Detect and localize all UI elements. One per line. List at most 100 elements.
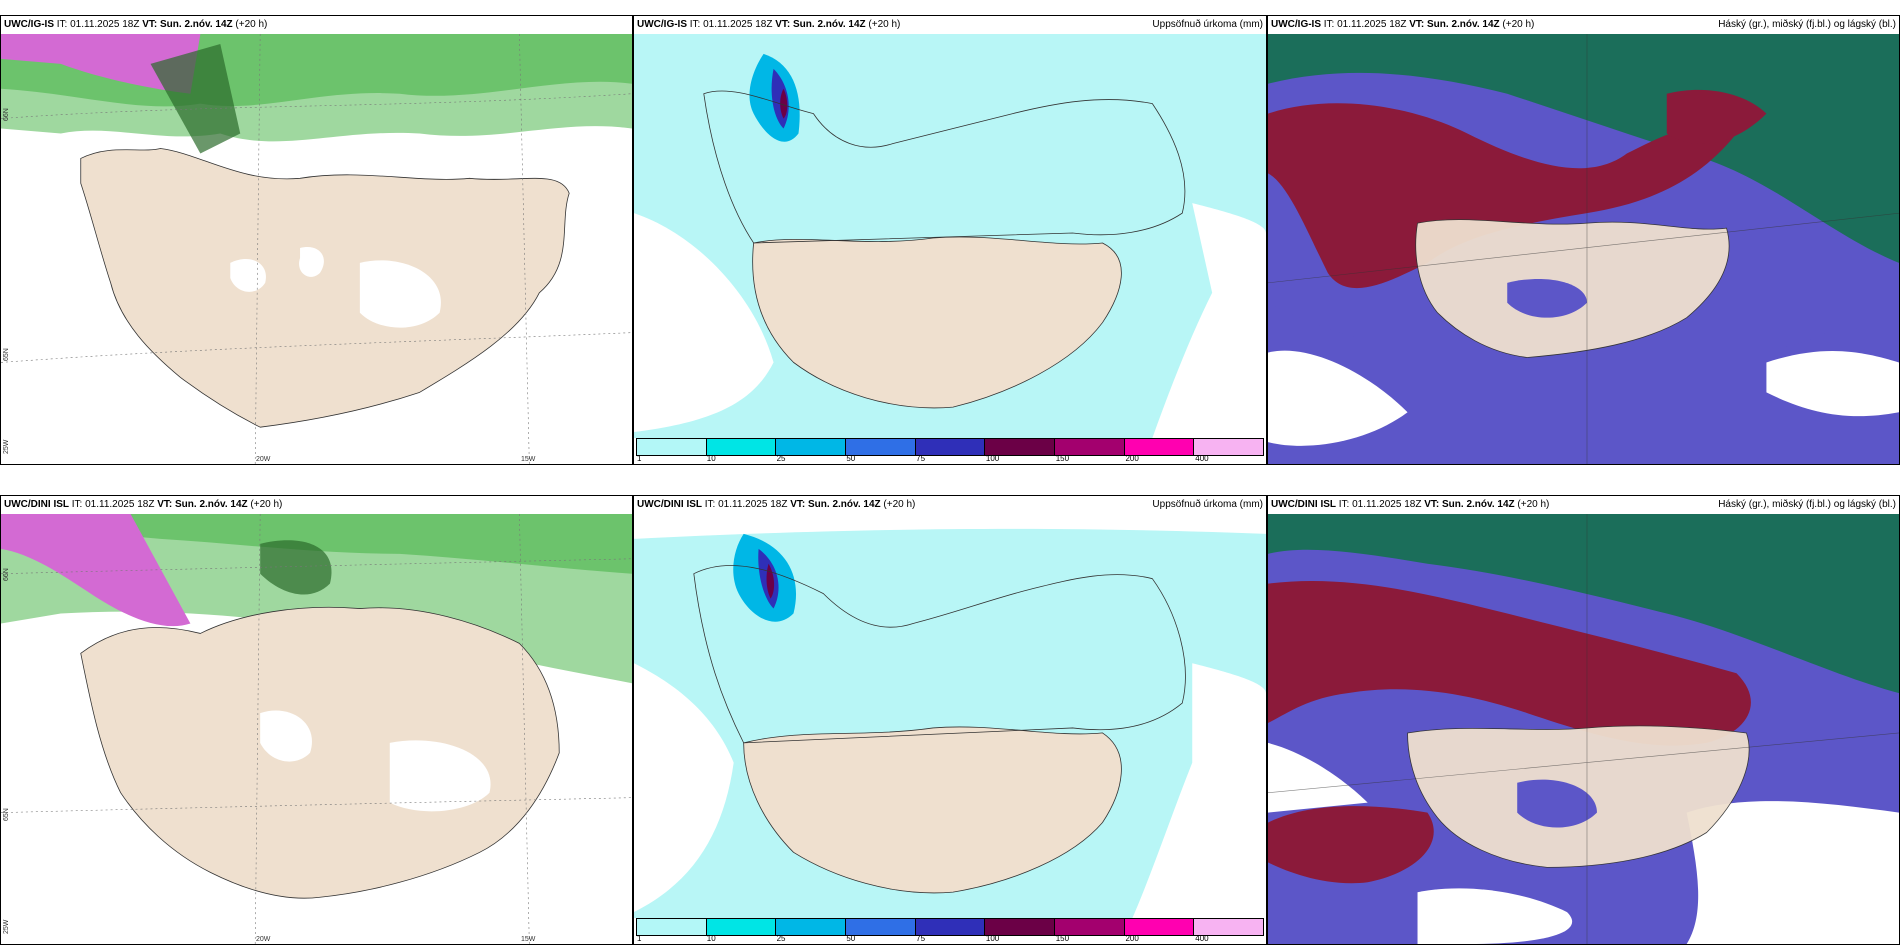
lat-label-top: 66N: [3, 568, 10, 581]
lon-label-mid: 20W: [256, 936, 271, 943]
colorbar-label: 100: [985, 454, 1000, 463]
valid-label: VT:: [790, 499, 806, 510]
lon-label-right: 15W: [521, 936, 536, 943]
init-time: 01.11.2025 18Z: [1337, 19, 1407, 30]
colorbar-label: 1: [637, 934, 642, 943]
init-time: 01.11.2025 18Z: [70, 19, 140, 30]
model-name: UWC/IG-IS: [4, 19, 54, 30]
colorbar-labels: 1 10 25 50 75 100 150 200 400: [636, 454, 1264, 464]
colorbar-label: 150: [1055, 454, 1070, 463]
panel-precip-row2: UWC/DINI ISL IT: 01.11.2025 18Z VT: Sun.…: [633, 495, 1267, 945]
init-time: 01.11.2025 18Z: [718, 499, 788, 510]
lead-time: (+20 h): [1517, 499, 1550, 510]
colorbar-swatch: [846, 439, 916, 455]
colorbar-swatches: [636, 438, 1264, 456]
panel-header: UWC/IG-IS IT: 01.11.2025 18Z VT: Sun. 2.…: [1, 16, 632, 34]
model-name: UWC/DINI ISL: [637, 499, 702, 510]
cloud-map: [1268, 514, 1899, 944]
lead-time: (+20 h): [235, 19, 268, 30]
colorbar-label: 25: [776, 454, 786, 463]
valid-time: Sun. 2.nóv. 14Z: [160, 19, 233, 30]
init-label: IT:: [1323, 19, 1335, 30]
colorbar-swatch: [1194, 919, 1264, 935]
wind-map: [1, 34, 632, 464]
panel-cloud-row1: UWC/IG-IS IT: 01.11.2025 18Z VT: Sun. 2.…: [1267, 15, 1900, 465]
valid-label: VT:: [142, 19, 158, 30]
lat-label-mid: 65N: [3, 348, 10, 361]
valid-label: VT:: [157, 499, 173, 510]
model-name: UWC/IG-IS: [1271, 19, 1321, 30]
colorbar-swatch: [985, 919, 1056, 935]
cloud-title: Háský (gr.), miðský (fj.bl.) og lágský (…: [1718, 499, 1896, 510]
colorbar-swatch: [776, 439, 847, 455]
colorbar-swatch: [637, 919, 707, 935]
colorbar-label: 400: [1195, 454, 1209, 463]
panel-wind-row2: UWC/DINI ISL IT: 01.11.2025 18Z VT: Sun.…: [0, 495, 633, 945]
colorbar-swatch: [846, 919, 916, 935]
wind-map: [1, 514, 632, 944]
colorbar-label: 10: [706, 934, 716, 943]
colorbar-label: 400: [1195, 934, 1209, 943]
colorbar-label: 75: [916, 934, 926, 943]
panel-cloud-row2: UWC/DINI ISL IT: 01.11.2025 18Z VT: Sun.…: [1267, 495, 1900, 945]
precip-map: [634, 34, 1266, 438]
lat-label-mid: 65N: [3, 808, 10, 821]
colorbar-swatch: [1124, 439, 1195, 455]
colorbar-label: 25: [776, 934, 786, 943]
valid-time: Sun. 2.nóv. 14Z: [1427, 19, 1500, 30]
colorbar-label: 50: [846, 934, 856, 943]
init-time: 01.11.2025 18Z: [703, 19, 773, 30]
lon-label-right: 15W: [521, 456, 536, 463]
colorbar-label: 200: [1125, 934, 1139, 943]
panel-header: UWC/IG-IS IT: 01.11.2025 18Z VT: Sun. 2.…: [1268, 16, 1899, 34]
valid-time: Sun. 2.nóv. 14Z: [1442, 499, 1515, 510]
lead-time: (+20 h): [1502, 19, 1535, 30]
colorbar-label: 200: [1125, 454, 1139, 463]
lon-label-left: 25W: [3, 919, 10, 934]
precip-colorbar: 1 10 25 50 75 100 150 200 400: [634, 438, 1266, 464]
model-name: UWC/IG-IS: [637, 19, 687, 30]
colorbar-swatch: [915, 919, 986, 935]
init-label: IT:: [71, 499, 83, 510]
colorbar-label: 1: [637, 454, 642, 463]
valid-label: VT:: [775, 19, 791, 30]
panel-header: UWC/DINI ISL IT: 01.11.2025 18Z VT: Sun.…: [1, 496, 632, 514]
precip-title: Uppsöfnuð úrkoma (mm): [1152, 19, 1263, 30]
colorbar-swatch: [985, 439, 1056, 455]
colorbar-swatches: [636, 918, 1264, 936]
precip-colorbar: 1 10 25 50 75 100 150 200 400: [634, 918, 1266, 944]
valid-time: Sun. 2.nóv. 14Z: [175, 499, 248, 510]
colorbar-swatch: [706, 919, 777, 935]
lat-label-top: 66N: [3, 108, 10, 121]
precip-title: Uppsöfnuð úrkoma (mm): [1152, 499, 1263, 510]
panel-precip-row1: UWC/IG-IS IT: 01.11.2025 18Z VT: Sun. 2.…: [633, 15, 1267, 465]
colorbar-label: 50: [846, 454, 856, 463]
colorbar-swatch: [1124, 919, 1195, 935]
valid-label: VT:: [1409, 19, 1425, 30]
cloud-title: Háský (gr.), miðský (fj.bl.) og lágský (…: [1718, 19, 1896, 30]
colorbar-label: 150: [1055, 934, 1070, 943]
init-label: IT:: [704, 499, 716, 510]
precip-map: [634, 514, 1266, 918]
init-label: IT:: [56, 19, 68, 30]
colorbar-swatch: [1194, 439, 1264, 455]
lead-time: (+20 h): [250, 499, 283, 510]
panel-header: UWC/IG-IS IT: 01.11.2025 18Z VT: Sun. 2.…: [634, 16, 1266, 34]
lon-label-mid: 20W: [256, 456, 271, 463]
valid-time: Sun. 2.nóv. 14Z: [808, 499, 881, 510]
valid-time: Sun. 2.nóv. 14Z: [793, 19, 866, 30]
colorbar-label: 10: [706, 454, 716, 463]
init-label: IT:: [689, 19, 701, 30]
init-time: 01.11.2025 18Z: [1352, 499, 1422, 510]
colorbar-swatch: [637, 439, 707, 455]
lead-time: (+20 h): [868, 19, 901, 30]
colorbar-swatch: [1055, 919, 1125, 935]
panel-wind-row1: UWC/IG-IS IT: 01.11.2025 18Z VT: Sun. 2.…: [0, 15, 633, 465]
colorbar-swatch: [915, 439, 986, 455]
init-time: 01.11.2025 18Z: [85, 499, 155, 510]
colorbar-swatch: [776, 919, 847, 935]
colorbar-swatch: [706, 439, 777, 455]
panel-header: UWC/DINI ISL IT: 01.11.2025 18Z VT: Sun.…: [1268, 496, 1899, 514]
colorbar-label: 100: [985, 934, 1000, 943]
colorbar-label: 75: [916, 454, 926, 463]
